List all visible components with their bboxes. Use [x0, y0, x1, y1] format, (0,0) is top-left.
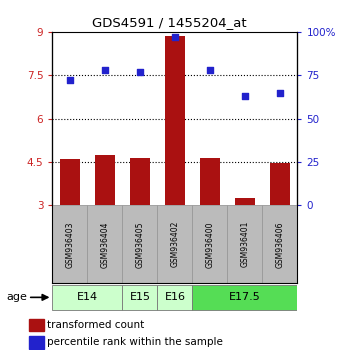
Point [277, 90, 283, 96]
Bar [165, 36, 185, 205]
Bar [192, 205, 227, 283]
Text: GDS4591 / 1455204_at: GDS4591 / 1455204_at [92, 16, 246, 29]
Text: E14: E14 [77, 292, 98, 302]
Point [67, 78, 73, 83]
Text: GSM936401: GSM936401 [240, 221, 249, 268]
Text: transformed count: transformed count [47, 320, 144, 330]
Bar [130, 158, 149, 205]
Text: GSM936402: GSM936402 [170, 221, 179, 268]
Text: age: age [7, 292, 28, 302]
Text: GSM936406: GSM936406 [275, 221, 285, 268]
Bar [122, 205, 158, 283]
Bar [235, 198, 255, 205]
Point [207, 67, 213, 73]
Text: E16: E16 [164, 292, 186, 302]
Text: GSM936403: GSM936403 [65, 221, 74, 268]
Point [242, 93, 248, 99]
Text: E15: E15 [129, 292, 150, 302]
Text: E17.5: E17.5 [229, 292, 261, 302]
Text: GSM936404: GSM936404 [100, 221, 110, 268]
Bar [158, 285, 192, 310]
Bar [95, 155, 115, 205]
Text: GSM936400: GSM936400 [206, 221, 214, 268]
Bar [227, 205, 262, 283]
Text: percentile rank within the sample: percentile rank within the sample [47, 337, 223, 347]
Bar [29, 319, 44, 331]
Point [137, 69, 143, 75]
Bar [60, 159, 79, 205]
Point [172, 34, 178, 40]
Bar [192, 285, 297, 310]
Bar [270, 164, 290, 205]
Bar [88, 205, 122, 283]
Bar [122, 285, 158, 310]
Bar [29, 336, 44, 349]
Bar [52, 205, 88, 283]
Bar [262, 205, 297, 283]
Text: GSM936405: GSM936405 [136, 221, 144, 268]
Bar [200, 158, 220, 205]
Bar [158, 205, 192, 283]
Point [102, 67, 107, 73]
Bar [52, 285, 122, 310]
